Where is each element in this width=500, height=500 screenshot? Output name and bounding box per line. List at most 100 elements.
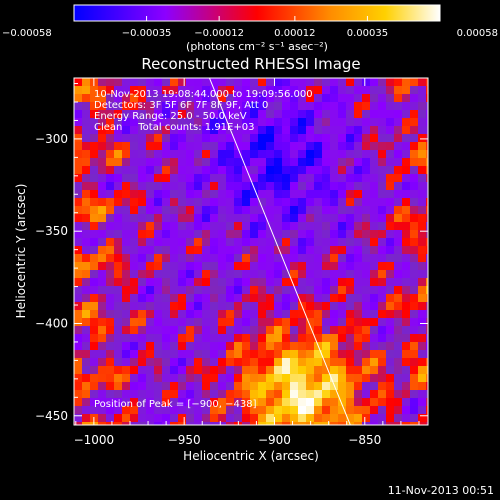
heatmap-cell [106, 86, 114, 94]
heatmap-cell [122, 182, 130, 190]
heatmap-cell [226, 398, 234, 406]
heatmap-cell [98, 390, 106, 398]
heatmap-cell [202, 118, 210, 126]
heatmap-cell [186, 374, 194, 382]
heatmap-cell [114, 238, 122, 246]
heatmap-cell [114, 118, 122, 126]
heatmap-cell [202, 302, 210, 310]
heatmap-cell [138, 158, 146, 166]
heatmap-cell [106, 118, 114, 126]
heatmap-cell [178, 206, 186, 214]
heatmap-cell [266, 214, 274, 222]
heatmap-cell [418, 166, 426, 174]
heatmap-cell [210, 406, 218, 414]
heatmap-cell [250, 390, 258, 398]
heatmap-cell [330, 278, 338, 286]
heatmap-cell [98, 294, 106, 302]
heatmap-cell [418, 366, 426, 374]
heatmap-cell [338, 382, 346, 390]
heatmap-cell [402, 350, 410, 358]
heatmap-cell [194, 286, 202, 294]
heatmap-cell [322, 414, 330, 422]
heatmap-cell [298, 190, 306, 198]
heatmap-cell [138, 422, 146, 425]
heatmap-cell [394, 134, 402, 142]
heatmap-cell [162, 110, 170, 118]
heatmap-cell [138, 166, 146, 174]
heatmap-cell [82, 406, 90, 414]
heatmap-cell [154, 150, 162, 158]
heatmap-cell [370, 358, 378, 366]
heatmap-cell [394, 342, 402, 350]
heatmap-cell [154, 358, 162, 366]
heatmap-cell [162, 390, 170, 398]
heatmap-cell [74, 174, 82, 182]
heatmap-cell [154, 222, 162, 230]
heatmap-cell [266, 366, 274, 374]
heatmap-cell [410, 214, 418, 222]
heatmap-cell [306, 166, 314, 174]
heatmap-cell [234, 310, 242, 318]
heatmap-cell [210, 254, 218, 262]
heatmap-cell [186, 94, 194, 102]
heatmap-cell [250, 254, 258, 262]
heatmap-cell [402, 414, 410, 422]
heatmap-cell [194, 278, 202, 286]
heatmap-cell [306, 230, 314, 238]
heatmap-cell [378, 390, 386, 398]
x-tick-label: −1000 [74, 433, 115, 447]
heatmap-cell [410, 358, 418, 366]
heatmap-cell [218, 134, 226, 142]
heatmap-cell [138, 270, 146, 278]
heatmap-cell [170, 166, 178, 174]
heatmap-cell [378, 342, 386, 350]
heatmap-cell [418, 110, 426, 118]
x-axis-label: Heliocentric X (arcsec) [183, 449, 319, 463]
heatmap-cell [178, 294, 186, 302]
heatmap-cell [370, 214, 378, 222]
heatmap-cell [186, 174, 194, 182]
heatmap-cell [186, 222, 194, 230]
heatmap-cell [242, 350, 250, 358]
heatmap-cell [394, 262, 402, 270]
heatmap-cell [226, 294, 234, 302]
heatmap-cell [146, 134, 154, 142]
heatmap-cell [274, 198, 282, 206]
heatmap-cell [82, 374, 90, 382]
heatmap-cell [362, 190, 370, 198]
heatmap-cell [258, 102, 266, 110]
heatmap-cell [290, 398, 298, 406]
heatmap-cell [98, 310, 106, 318]
heatmap-cell [82, 78, 90, 86]
heatmap-cell [370, 406, 378, 414]
heatmap-cell [114, 342, 122, 350]
heatmap-cell [370, 334, 378, 342]
heatmap-cell [130, 318, 138, 326]
heatmap-cell [154, 166, 162, 174]
heatmap-cell [130, 358, 138, 366]
heatmap-cell [298, 118, 306, 126]
heatmap-cell [178, 302, 186, 310]
heatmap-cell [82, 166, 90, 174]
heatmap-cell [386, 302, 394, 310]
heatmap-cell [378, 86, 386, 94]
heatmap-cell [242, 302, 250, 310]
heatmap-cell [330, 142, 338, 150]
heatmap-cell [250, 230, 258, 238]
heatmap-cell [82, 246, 90, 254]
heatmap-cell [282, 406, 290, 414]
heatmap-cell [242, 406, 250, 414]
heatmap-cell [178, 414, 186, 422]
heatmap-cell [242, 190, 250, 198]
heatmap-cell [234, 382, 242, 390]
heatmap-cell [170, 198, 178, 206]
heatmap-cell [186, 286, 194, 294]
heatmap-cell [410, 190, 418, 198]
heatmap-cell [170, 238, 178, 246]
heatmap-cell [362, 398, 370, 406]
heatmap-cell [410, 270, 418, 278]
heatmap-cell [82, 158, 90, 166]
heatmap-cell [394, 150, 402, 158]
heatmap-cell [242, 414, 250, 422]
heatmap-cell [250, 414, 258, 422]
